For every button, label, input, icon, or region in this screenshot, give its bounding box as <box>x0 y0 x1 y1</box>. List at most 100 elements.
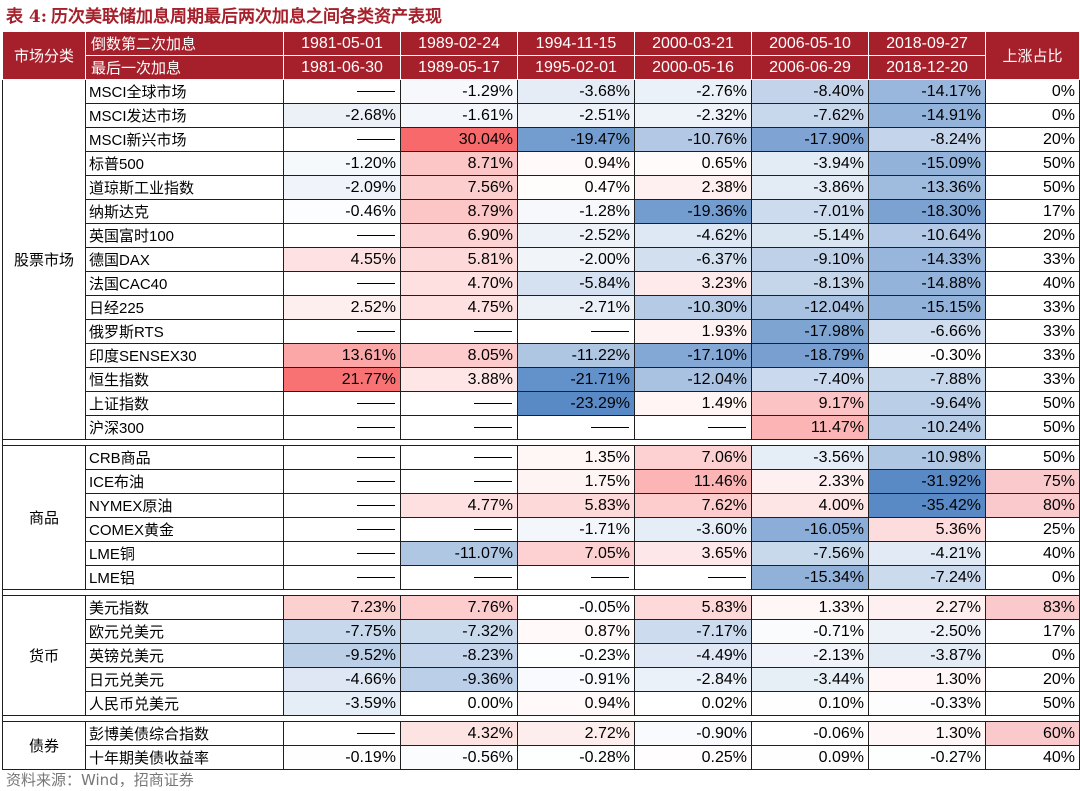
return-value-cell: -16.05% <box>751 517 869 542</box>
rise-ratio-cell: 33% <box>985 295 1080 320</box>
return-value-cell: 0.87% <box>517 619 635 644</box>
return-value-cell: -18.79% <box>751 343 869 368</box>
asset-name: 沪深300 <box>85 415 284 440</box>
return-value-cell: 5.83% <box>517 493 635 518</box>
table-row: LME铜 -11.07% 7.05% 3.65% -7.56% -4.21% 40% <box>3 541 1080 566</box>
table-number: 表 4: <box>6 7 48 27</box>
table-row: 欧元兑美元 -7.75% -7.32% 0.87% -7.17% -0.71% -2.50%… <box>3 619 1080 644</box>
no-data-dash <box>474 330 512 332</box>
return-value-cell: -31.92% <box>868 469 986 494</box>
table-title-text: 历次美联储加息周期最后两次加息之间各类资产表现 <box>51 7 443 27</box>
return-value-cell: 0.94% <box>517 691 635 716</box>
return-value-cell: 11.47% <box>751 415 869 440</box>
return-value-cell: 3.88% <box>400 367 518 392</box>
empty-value-cell <box>517 415 635 440</box>
return-value-cell: 1.30% <box>868 667 986 692</box>
table-row: ICE布油 1.75% 11.46% 2.33% -31.92% 75% <box>3 469 1080 494</box>
return-value-cell: -1.20% <box>283 151 401 176</box>
return-value-cell: -9.10% <box>751 247 869 272</box>
header-period-end: 2000-05-16 <box>634 55 752 80</box>
return-value-cell: -3.56% <box>751 445 869 470</box>
return-value-cell: 3.23% <box>634 271 752 296</box>
asset-name: MSCI发达市场 <box>85 103 284 128</box>
return-value-cell: -0.27% <box>868 745 986 770</box>
return-value-cell: 0.10% <box>751 691 869 716</box>
return-value-cell: -1.28% <box>517 199 635 224</box>
no-data-dash <box>708 426 746 428</box>
asset-name: 英国富时100 <box>85 223 284 248</box>
return-value-cell: 0.02% <box>634 691 752 716</box>
empty-value-cell <box>283 79 401 104</box>
no-data-dash <box>357 528 395 530</box>
asset-name: 彭博美债综合指数 <box>85 721 284 746</box>
return-value-cell: -35.42% <box>868 493 986 518</box>
return-value-cell: 13.61% <box>283 343 401 368</box>
no-data-dash <box>357 504 395 506</box>
return-value-cell: -7.40% <box>751 367 869 392</box>
asset-name: COMEX黄金 <box>85 517 284 542</box>
table-row: MSCI发达市场 -2.68% -1.61% -2.51% -2.32% -7.62% -1… <box>3 103 1080 128</box>
return-value-cell: 8.79% <box>400 199 518 224</box>
return-value-cell: 4.70% <box>400 271 518 296</box>
return-value-cell: 0.94% <box>517 151 635 176</box>
asset-name: 法国CAC40 <box>85 271 284 296</box>
return-value-cell: 1.30% <box>868 721 986 746</box>
return-value-cell: -3.60% <box>634 517 752 542</box>
return-value-cell: -0.23% <box>517 643 635 668</box>
return-value-cell: 7.76% <box>400 595 518 620</box>
return-value-cell: -7.75% <box>283 619 401 644</box>
return-value-cell: 1.49% <box>634 391 752 416</box>
return-value-cell: -2.13% <box>751 643 869 668</box>
return-value-cell: -4.21% <box>868 541 986 566</box>
return-value-cell: 4.55% <box>283 247 401 272</box>
header-end-label: 最后一次加息 <box>85 55 284 80</box>
table-row: 人民币兑美元 -3.59% 0.00% 0.94% 0.02% 0.10% -0.33% 50… <box>3 691 1080 716</box>
asset-name: 俄罗斯RTS <box>85 319 284 344</box>
return-value-cell: -6.37% <box>634 247 752 272</box>
group-label: 商品 <box>2 445 86 590</box>
return-value-cell: -15.15% <box>868 295 986 320</box>
return-value-cell: -8.13% <box>751 271 869 296</box>
return-value-cell: 1.93% <box>634 319 752 344</box>
return-value-cell: -7.17% <box>634 619 752 644</box>
return-value-cell: -15.34% <box>751 565 869 590</box>
no-data-dash <box>474 576 512 578</box>
return-value-cell: -0.30% <box>868 343 986 368</box>
return-value-cell: -5.14% <box>751 223 869 248</box>
return-value-cell: -11.22% <box>517 343 635 368</box>
table-row: 印度SENSEX30 13.61% 8.05% -11.22% -17.10% -18.7… <box>3 343 1080 368</box>
empty-value-cell <box>400 565 518 590</box>
return-value-cell: -8.40% <box>751 79 869 104</box>
rise-ratio-cell: 33% <box>985 247 1080 272</box>
header-row-start: 市场分类 倒数第二次加息 1981-05-01 1989-02-24 1994-… <box>2 31 1080 80</box>
group-label: 货币 <box>2 595 86 716</box>
table-row: 法国CAC40 4.70% -5.84% 3.23% -8.13% -14.88% 40% <box>3 271 1080 296</box>
rise-ratio-cell: 20% <box>985 127 1080 152</box>
empty-value-cell <box>400 319 518 344</box>
return-value-cell: -13.36% <box>868 175 986 200</box>
asset-name: 道琼斯工业指数 <box>85 175 284 200</box>
empty-value-cell <box>283 721 401 746</box>
table-row: 沪深300 11.47% -10.24% 50% <box>3 415 1080 440</box>
no-data-dash <box>591 576 629 578</box>
empty-value-cell <box>400 517 518 542</box>
empty-value-cell <box>400 445 518 470</box>
no-data-dash <box>591 426 629 428</box>
rise-ratio-cell: 33% <box>985 367 1080 392</box>
rise-ratio-cell: 40% <box>985 745 1080 770</box>
return-value-cell: -4.62% <box>634 223 752 248</box>
asset-name: MSCI全球市场 <box>85 79 284 104</box>
return-value-cell: -2.51% <box>517 103 635 128</box>
return-value-cell: -2.76% <box>634 79 752 104</box>
header-period-end: 1989-05-17 <box>400 55 518 80</box>
header-category: 市场分类 <box>2 31 86 80</box>
return-value-cell: -4.66% <box>283 667 401 692</box>
return-value-cell: 0.47% <box>517 175 635 200</box>
rise-ratio-cell: 0% <box>985 565 1080 590</box>
return-value-cell: 0.65% <box>634 151 752 176</box>
rise-ratio-cell: 60% <box>985 721 1080 746</box>
rise-ratio-cell: 83% <box>985 595 1080 620</box>
return-value-cell: -11.07% <box>400 541 518 566</box>
empty-value-cell <box>400 391 518 416</box>
return-value-cell: -2.00% <box>517 247 635 272</box>
